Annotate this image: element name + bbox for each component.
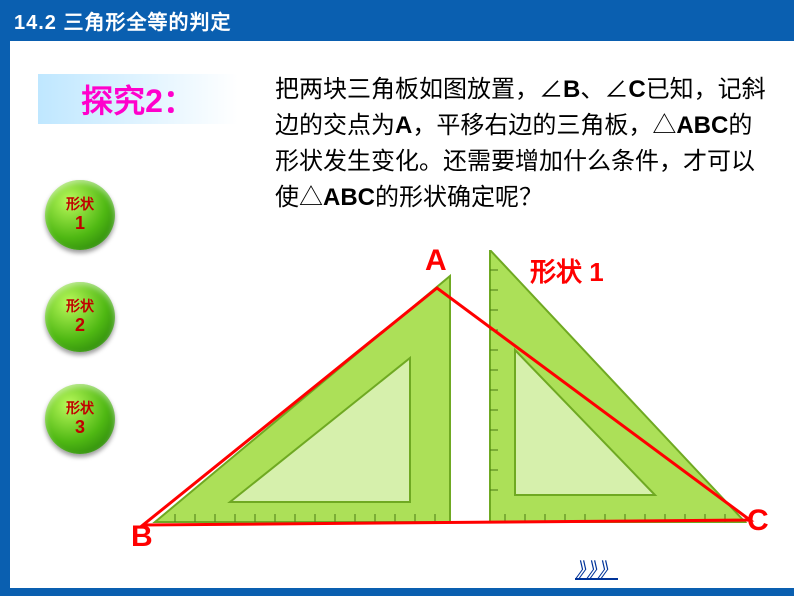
triangle-diagram: A B C <box>135 250 775 550</box>
button-number: 2 <box>75 315 85 337</box>
diagram-svg <box>135 250 775 550</box>
button-label: 形状 <box>66 298 94 315</box>
shape-2-button[interactable]: 形状 2 <box>45 282 115 352</box>
text-bold: A <box>395 112 412 139</box>
text-bold: ABC <box>676 112 728 139</box>
text-part: ，平移右边的三角板，△ <box>412 113 676 139</box>
text-bold: B <box>563 76 580 103</box>
right-set-square <box>490 250 745 522</box>
button-number: 3 <box>75 417 85 439</box>
vertex-c-label: C <box>747 504 769 538</box>
button-label: 形状 <box>66 400 94 417</box>
explore-heading: 探究2： <box>38 74 238 124</box>
problem-text: 把两块三角板如图放置，∠B、∠C已知，记斜边的交点为A，平移右边的三角板，△AB… <box>275 72 774 216</box>
text-part: 的形状确定呢？ <box>375 185 543 211</box>
vertex-b-label: B <box>131 520 153 554</box>
shape-1-button[interactable]: 形状 1 <box>45 180 115 250</box>
next-link[interactable]: 》》》 <box>575 554 618 583</box>
text-bold: ABC <box>323 184 375 211</box>
text-bold: C <box>628 76 645 103</box>
vertex-a-label: A <box>425 244 447 278</box>
left-stripe <box>0 38 10 588</box>
title-bar: 14.2 三角形全等的判定 <box>0 0 794 41</box>
text-part: 、∠ <box>580 77 628 103</box>
shape-3-button[interactable]: 形状 3 <box>45 384 115 454</box>
button-number: 1 <box>75 213 85 235</box>
shape-buttons: 形状 1 形状 2 形状 3 <box>45 180 115 454</box>
button-label: 形状 <box>66 196 94 213</box>
bottom-stripe <box>0 588 794 596</box>
text-part: 把两块三角板如图放置，∠ <box>275 77 563 103</box>
